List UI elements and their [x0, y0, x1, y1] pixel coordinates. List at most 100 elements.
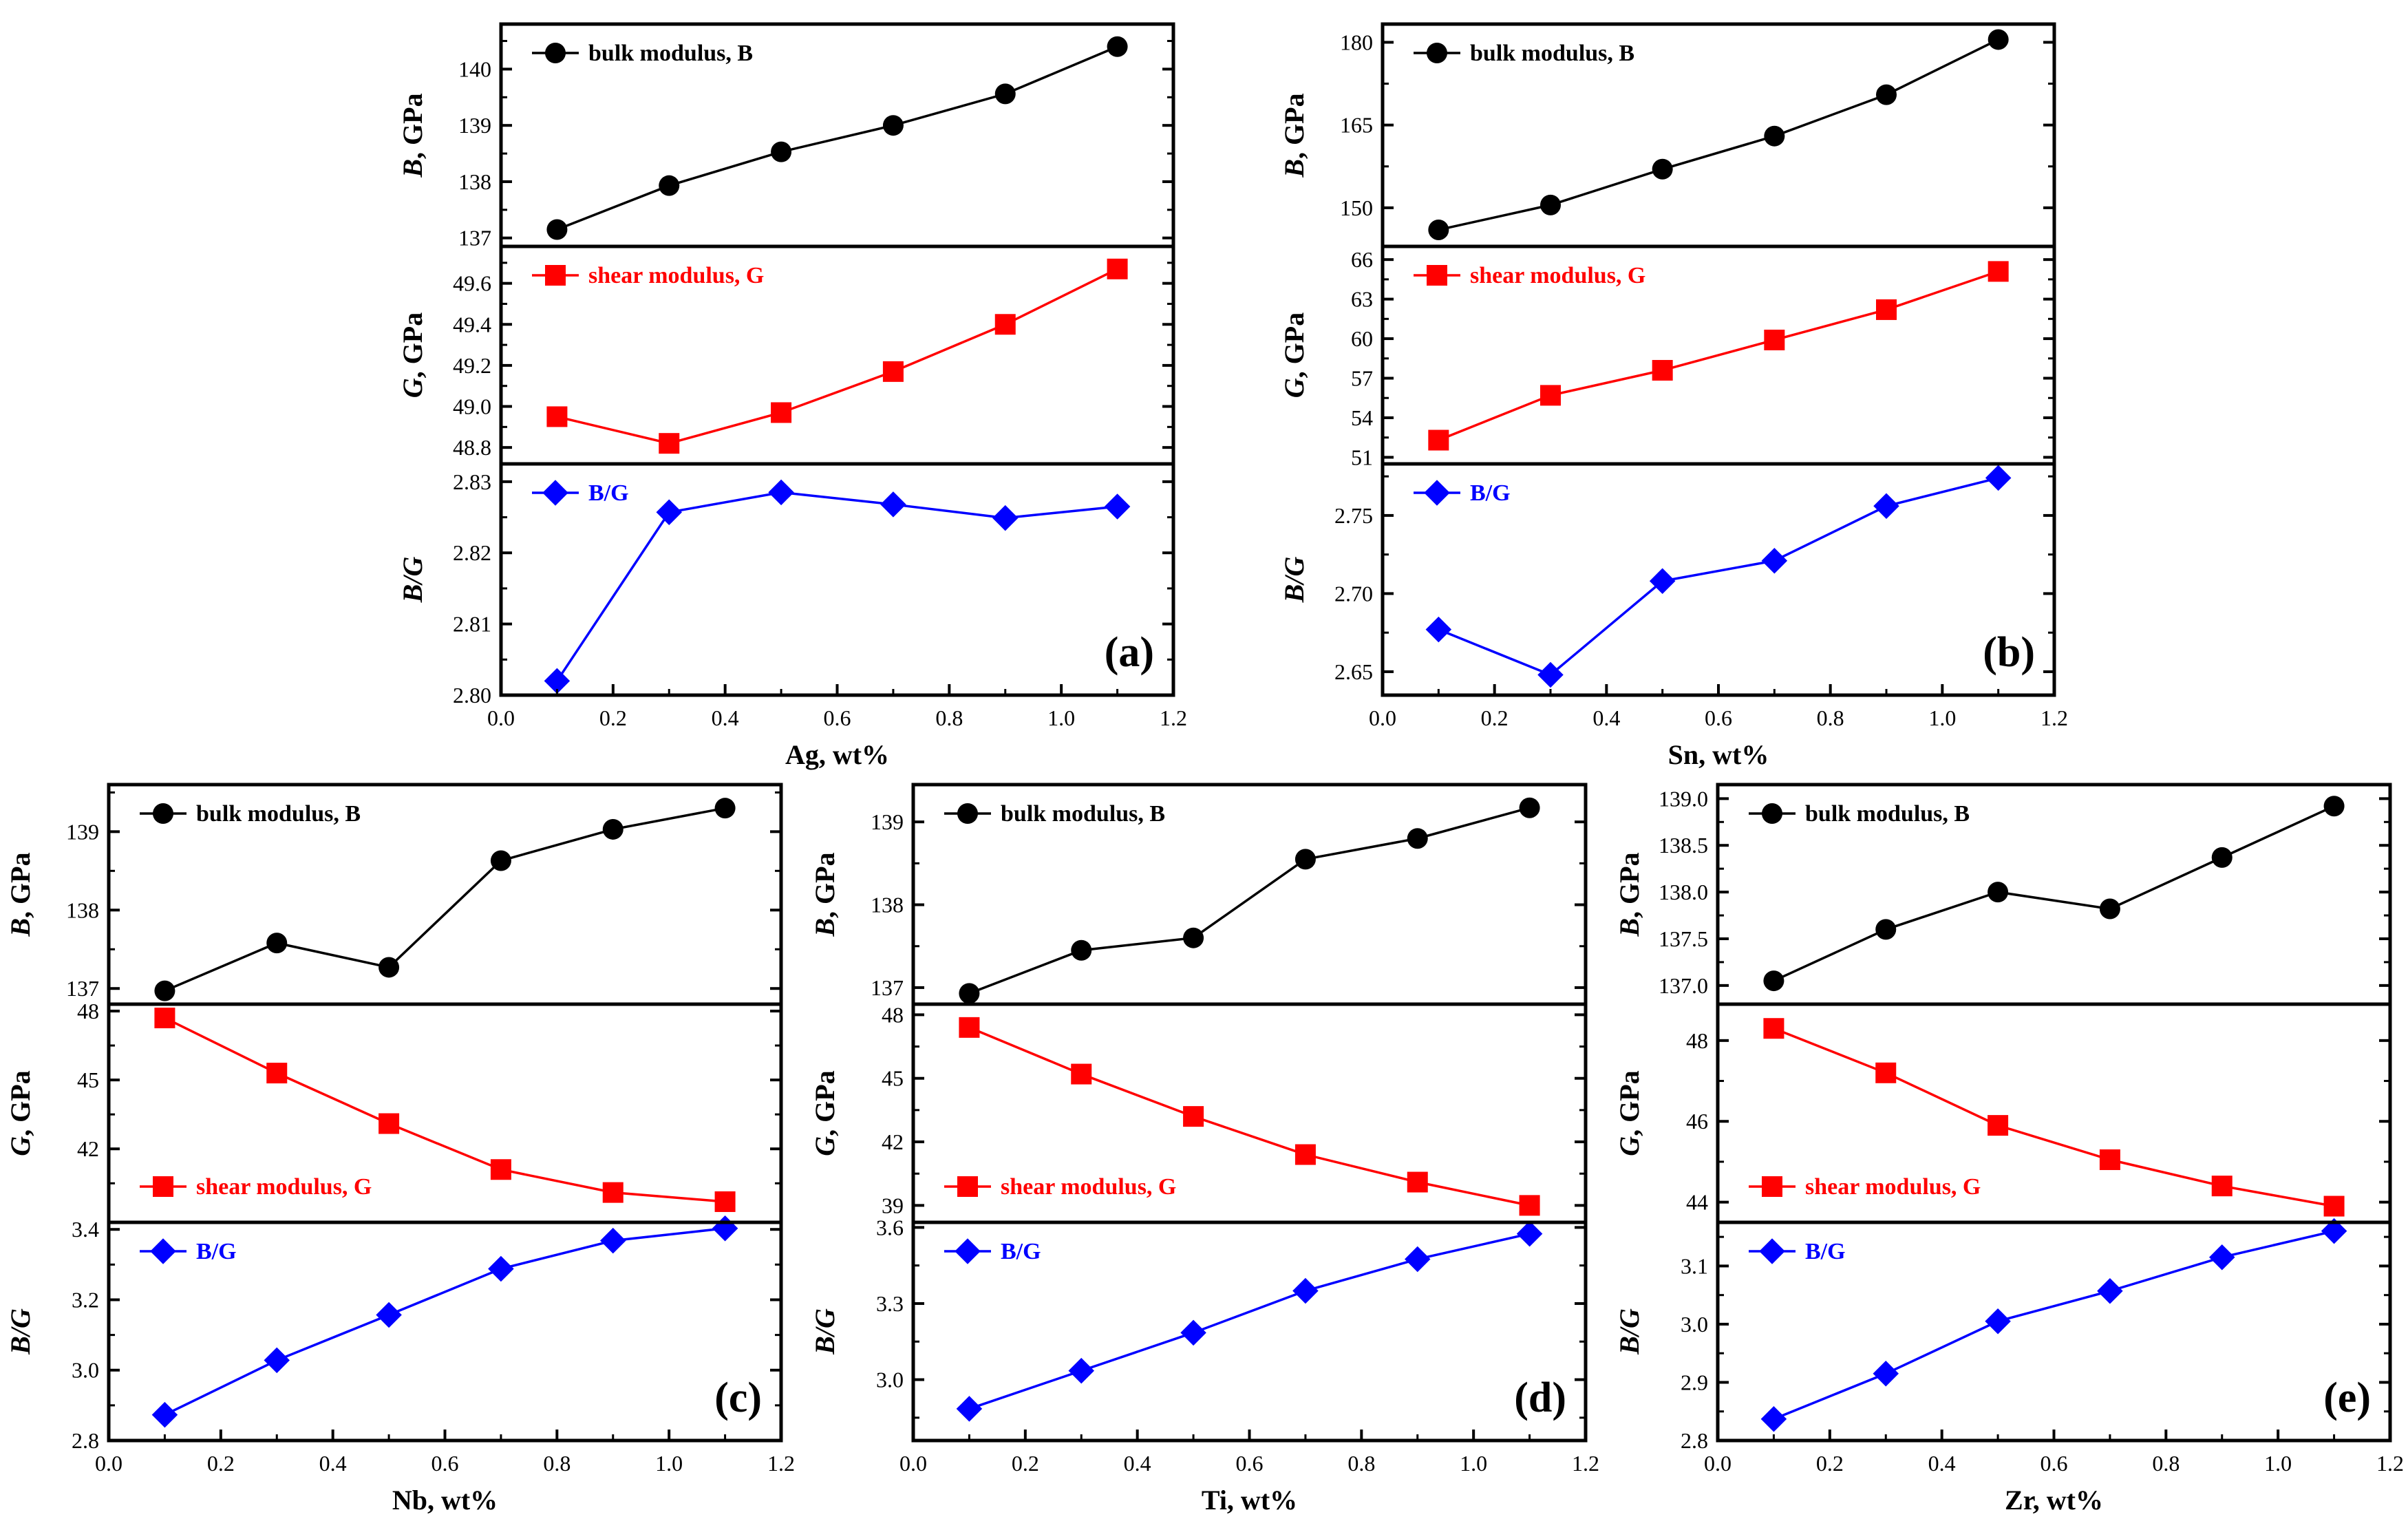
- y-tick-label: 165: [1340, 113, 1373, 138]
- data-point-diamond: [376, 1301, 402, 1328]
- data-point-circle: [1763, 970, 1784, 992]
- y-tick-label: 138: [66, 897, 99, 922]
- legend-label: shear modulus, G: [588, 263, 764, 288]
- data-point-square: [1107, 258, 1128, 279]
- y-axis-label: B, GPa: [397, 93, 428, 178]
- x-tick-label: 0.2: [1481, 705, 1509, 730]
- y-axis-label-symbol: G: [809, 1136, 840, 1156]
- y-axis-label: B, GPa: [1614, 852, 1645, 937]
- data-point-circle: [1071, 939, 1092, 961]
- data-point-circle: [154, 980, 175, 1001]
- data-point-square: [1519, 1195, 1540, 1216]
- series-line-bg: [968, 1232, 1530, 1410]
- x-tick-label: 0.8: [1347, 1451, 1375, 1476]
- x-tick-label: 0.8: [1817, 705, 1844, 730]
- legend-label: shear modulus, G: [1805, 1174, 1981, 1200]
- subplot-g: 44 46 48 G, GPa shear modulus, G: [1614, 1018, 2390, 1217]
- x-tick-label: 1.0: [1460, 1451, 1487, 1476]
- x-tick-label: 0.4: [1124, 1451, 1151, 1476]
- panel-label: (d): [1514, 1374, 1566, 1421]
- y-axis-label-unit: , GPa: [1614, 1070, 1645, 1136]
- data-point-diamond: [656, 499, 682, 526]
- y-axis-label-unit: , GPa: [397, 93, 428, 159]
- data-point-circle: [1407, 828, 1428, 849]
- y-tick-label: 2.82: [453, 540, 491, 565]
- legend-label: bulk modulus, B: [1805, 801, 1970, 827]
- x-tick-label: 1.0: [655, 1451, 683, 1476]
- data-point-circle: [771, 141, 792, 162]
- y-tick-label: 3.2: [72, 1287, 99, 1312]
- legend-marker-circle: [1762, 803, 1782, 824]
- subplot-b: 137.0 137.5 138.0 138.5 139.0 B, GPa bulk modu…: [1614, 786, 2390, 998]
- y-tick-label: 139: [871, 809, 904, 834]
- data-point-square: [2099, 1149, 2120, 1171]
- x-tick-label: 0.6: [1236, 1451, 1264, 1476]
- subplot-g: 48.8 49.0 49.2 49.4 49.6 G, GPa shear modulus,…: [397, 258, 1173, 460]
- data-point-circle: [1540, 194, 1561, 215]
- x-axis-label: Ag, wt%: [785, 739, 889, 770]
- data-point-square: [1540, 385, 1561, 406]
- y-axis-label: B/G: [1279, 557, 1310, 604]
- data-point-diamond: [1068, 1357, 1094, 1384]
- legend-marker-diamond: [150, 1238, 176, 1264]
- y-tick-label: 3.0: [1681, 1312, 1708, 1337]
- y-tick-label: 46: [1686, 1109, 1708, 1134]
- y-tick-label: 137.5: [1659, 926, 1708, 951]
- series-line-g: [1438, 270, 1999, 442]
- y-tick-label: 2.83: [453, 469, 491, 494]
- y-tick-label: 63: [1351, 287, 1373, 312]
- subplot-b: 137 138 139 B, GPa bulk modulus, B: [809, 797, 1586, 1004]
- series-line-g: [968, 1026, 1530, 1207]
- data-point-diamond: [880, 491, 906, 518]
- data-point-diamond: [1292, 1277, 1319, 1304]
- data-point-square: [1763, 1018, 1784, 1039]
- data-point-diamond: [1760, 1405, 1787, 1432]
- data-point-circle: [882, 115, 904, 136]
- series-line-bg: [1438, 476, 1999, 677]
- data-point-square: [882, 361, 904, 382]
- y-tick-label: 139.0: [1659, 786, 1708, 811]
- y-axis-label: B/G: [5, 1308, 36, 1355]
- data-point-square: [546, 406, 568, 427]
- data-point-circle: [1988, 882, 2009, 903]
- y-tick-label: 66: [1351, 247, 1373, 272]
- panel-label: (e): [2323, 1374, 2371, 1421]
- y-tick-label: 2.75: [1334, 503, 1373, 528]
- y-axis-label-symbol: G: [397, 378, 428, 398]
- data-point-square: [1428, 429, 1449, 451]
- panel-label: (a): [1105, 629, 1154, 676]
- data-point-circle: [1652, 158, 1673, 180]
- data-point-diamond: [151, 1401, 178, 1428]
- x-tick-label: 1.2: [767, 1451, 795, 1476]
- y-axis-label-symbol: B: [5, 918, 36, 937]
- legend-marker-square: [1762, 1176, 1782, 1197]
- y-tick-label: 49.0: [453, 394, 491, 419]
- y-axis-label: G, GPa: [1279, 312, 1310, 398]
- x-tick-label: 1.0: [1047, 705, 1075, 730]
- data-point-diamond: [1425, 616, 1452, 643]
- legend-label: bulk modulus, B: [1470, 41, 1634, 66]
- subplot-bg: 3.0 3.3 3.6 B/G B/G: [809, 1215, 1586, 1422]
- legend-marker-circle: [1427, 43, 1447, 63]
- subplot-b: 137 138 139 140 B, GPa bulk modulus, B: [397, 36, 1173, 251]
- y-tick-label: 49.4: [453, 312, 491, 337]
- y-tick-label: 138: [458, 169, 491, 194]
- data-point-diamond: [992, 504, 1019, 531]
- y-tick-label: 49.6: [453, 271, 491, 296]
- data-point-circle: [546, 219, 568, 240]
- data-point-circle: [2211, 847, 2233, 868]
- legend-label: shear modulus, G: [196, 1174, 372, 1200]
- legend-label: bulk modulus, B: [1001, 801, 1165, 827]
- y-axis-label: G, GPa: [5, 1070, 36, 1156]
- y-axis-label-symbol: B/G: [1279, 557, 1310, 604]
- x-tick-label: 0.8: [2152, 1451, 2180, 1476]
- data-point-square: [1071, 1063, 1092, 1085]
- y-axis-label-unit: , GPa: [809, 1070, 840, 1136]
- y-axis-label: B/G: [1614, 1308, 1645, 1355]
- panel-frame: [1381, 22, 2056, 697]
- y-tick-label: 137: [458, 226, 491, 251]
